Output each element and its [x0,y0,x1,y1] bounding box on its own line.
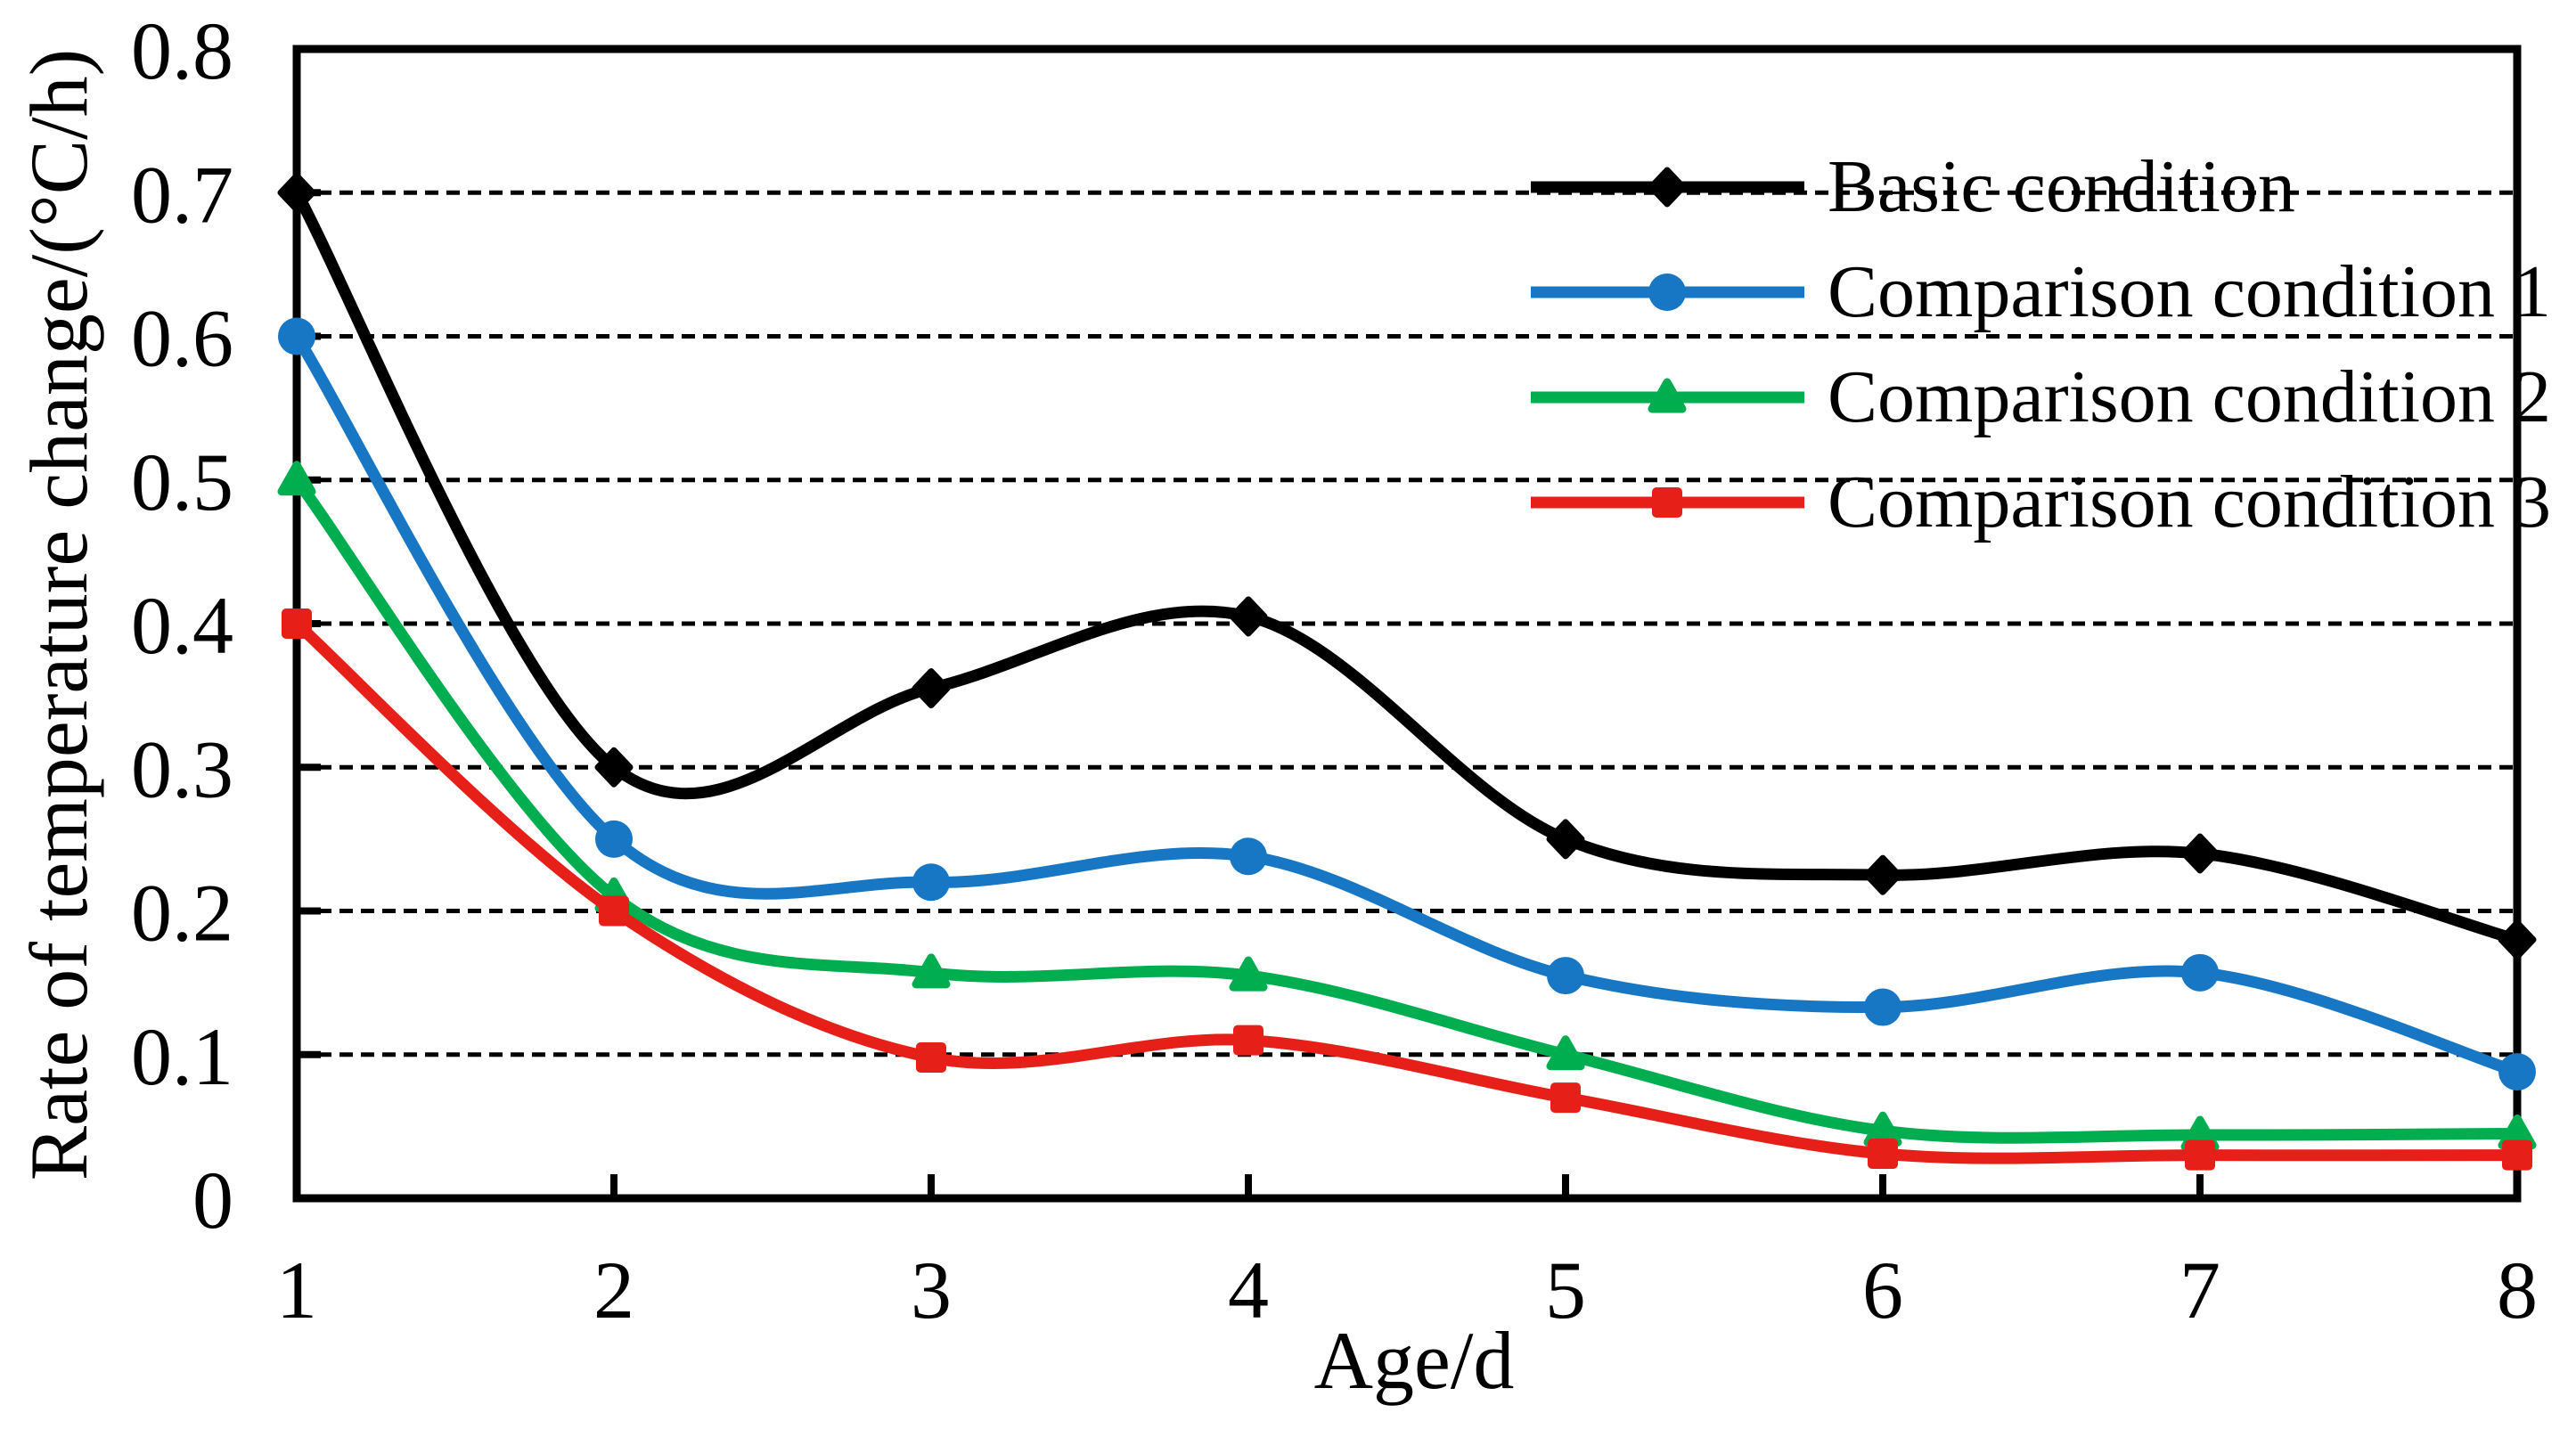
y-tick-label: 0.1 [131,1011,233,1102]
y-tick-label: 0.3 [131,723,233,814]
x-tick-label: 8 [2497,1245,2538,1335]
marker-triangle [1546,1035,1585,1071]
marker-circle [1230,837,1267,876]
marker-triangle [277,461,316,496]
marker-diamond [1863,854,1902,895]
marker-diamond [1229,596,1268,637]
marker-square [1868,1139,1898,1170]
legend-label: Comparison condition 2 [1828,355,2551,438]
series-line [290,186,2523,946]
marker-square [599,895,629,927]
x-tick-label: 2 [593,1245,634,1335]
marker-square [1550,1082,1581,1114]
x-tick-label: 3 [911,1245,952,1335]
legend-label: Comparison condition 1 [1828,250,2551,333]
y-axis-title: Rate of temperature change/(°C/h) [13,48,104,1181]
legend-item-comparison-condition-2: Comparison condition 2 [1531,345,2551,450]
legend-marker-square-icon [1531,487,1804,518]
marker-diamond [277,172,316,213]
x-axis-title: Age/d [1313,1315,1515,1406]
marker-diamond [1546,819,1585,860]
marker-diamond [1648,167,1687,208]
x-tick-label: 1 [276,1245,317,1335]
marker-triangle [912,953,951,989]
marker-circle [595,820,633,858]
marker-square [2185,1139,2215,1171]
y-tick-label: 0.8 [131,5,233,96]
y-tick-label: 0.6 [131,293,233,384]
x-tick-label: 7 [2179,1245,2220,1335]
legend-marker-diamond-icon [1531,167,1804,208]
series-comparison-condition-1 [278,317,2536,1091]
marker-triangle [1863,1111,1902,1147]
marker-square [282,608,312,639]
marker-diamond [912,668,951,709]
marker-diamond [2180,833,2220,874]
marker-circle [1547,957,1584,995]
marker-triangle [1229,956,1268,992]
marker-circle [2181,953,2219,992]
marker-circle [2498,1053,2536,1091]
legend-label: Comparison condition 3 [1828,461,2551,543]
x-tick-label: 4 [1228,1245,1269,1335]
marker-square [1652,487,1682,518]
marker-diamond [594,747,634,788]
series-comparison-condition-3 [282,608,2532,1171]
x-tick-label: 5 [1545,1245,1586,1335]
series-line [290,331,2523,1078]
legend-item-comparison-condition-3: Comparison condition 3 [1531,450,2551,555]
y-tick-label: 0.4 [131,580,233,671]
legend-marker-triangle-icon [1531,378,1804,413]
y-tick-label: 0.2 [131,868,233,959]
series-basic-condition [277,172,2537,960]
x-tick-label: 6 [1862,1245,1903,1335]
legend-item-basic-condition: Basic condition [1531,135,2551,240]
legend-item-comparison-condition-1: Comparison condition 1 [1531,240,2551,345]
marker-triangle [1648,378,1687,413]
legend-label: Basic condition [1828,145,2295,228]
legend-marker-circle-icon [1531,274,1804,311]
y-tick-label: 0 [192,1155,233,1245]
marker-square [2502,1139,2532,1171]
marker-square [1233,1025,1263,1056]
series-comparison-condition-2 [277,461,2537,1151]
marker-circle [912,863,950,902]
marker-square [916,1041,946,1073]
marker-circle [1648,274,1686,311]
marker-circle [278,317,315,355]
marker-circle [1864,988,1901,1026]
legend: Basic condition Comparison condition 1 C… [1531,135,2551,555]
series-line [290,617,2523,1164]
y-tick-label: 0.5 [131,437,233,527]
marker-diamond [2498,919,2537,960]
y-tick-label: 0.7 [131,149,233,240]
series-line [290,474,2523,1144]
